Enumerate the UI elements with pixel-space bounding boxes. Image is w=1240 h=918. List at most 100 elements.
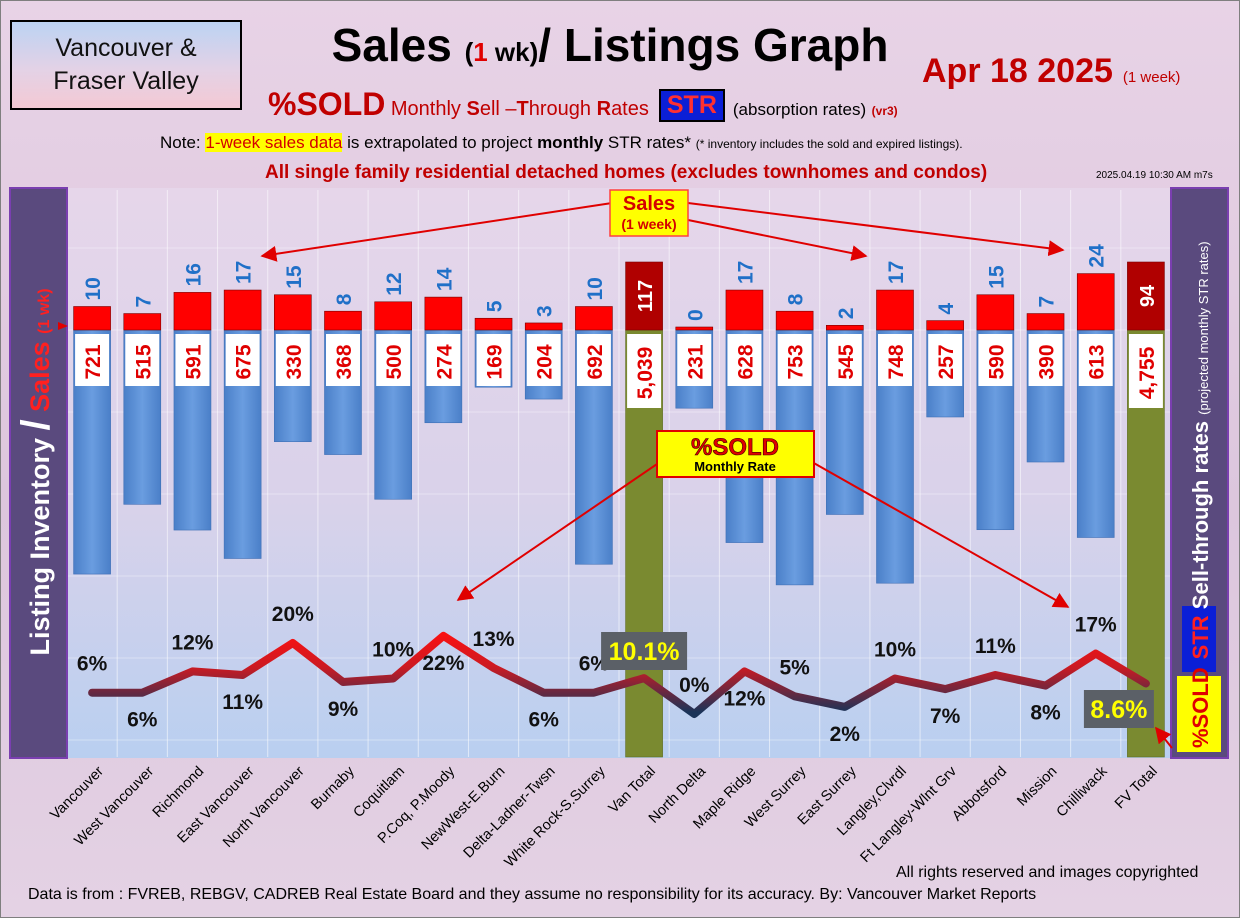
sales-label: 94	[1137, 284, 1159, 307]
subtitle-text: Monthly	[385, 98, 467, 120]
sold-label: 6%	[127, 709, 158, 732]
inventory-label: 590	[985, 344, 1008, 379]
sales-bar	[775, 310, 814, 331]
inventory-label-bg	[978, 334, 1013, 386]
sales-label: 17	[734, 261, 757, 284]
inventory-label: 545	[835, 344, 858, 379]
inventory-label: 257	[935, 344, 958, 379]
category-label: Abbotsford	[949, 764, 1010, 825]
sales-bar	[424, 296, 463, 331]
inventory-label-bg	[627, 334, 662, 408]
sold-annotation-title: %SOLD	[691, 434, 779, 461]
sales-label: 15	[283, 265, 306, 289]
date-note: (1 week)	[1122, 69, 1181, 86]
subtitle-text: R	[596, 98, 612, 120]
sales-label: 7	[1036, 296, 1059, 308]
sales-bar	[976, 294, 1015, 331]
sales-label: 17	[885, 261, 908, 284]
left-axis-panel	[9, 187, 68, 759]
title-one: 1	[473, 37, 488, 67]
sold-label: 12%	[171, 631, 213, 654]
note-bold: monthly	[537, 133, 604, 152]
inventory-label: 628	[734, 344, 757, 379]
inventory-label-bg	[1128, 334, 1163, 408]
date-title: Apr 18 2025 (1 week)	[922, 52, 1180, 91]
subtitle-text: S	[466, 98, 480, 120]
sales-bar	[474, 317, 513, 331]
inventory-label-bg	[476, 334, 511, 386]
sales-bar	[223, 289, 262, 331]
note-small: (* inventory includes the sold and expir…	[695, 137, 963, 151]
region-label: Vancouver & Fraser Valley	[53, 34, 199, 95]
sales-label: 7	[132, 296, 155, 308]
timestamp: 2025.04.19 10:30 AM m7s	[1096, 170, 1213, 181]
sales-annotation-box	[609, 189, 689, 237]
sold-label: 10%	[372, 639, 414, 662]
sales-bar	[1127, 261, 1165, 331]
sold-label: 11%	[222, 691, 263, 714]
sold-label: 0%	[679, 674, 710, 697]
sold-label: 11%	[975, 635, 1016, 658]
sales-bar	[374, 301, 412, 331]
sales-bars	[73, 261, 1165, 331]
inventory-label: 692	[584, 344, 607, 379]
inventory-label-bg	[827, 334, 862, 386]
sold-label: 6%	[529, 709, 560, 732]
sales-annotation-title: Sales	[623, 193, 675, 215]
inventory-label: 748	[885, 344, 908, 379]
inventory-label-bg	[75, 334, 110, 386]
note-highlight: 1-week sales data	[205, 133, 343, 152]
sales-bar	[123, 313, 162, 331]
str-badge: STR	[658, 89, 725, 122]
subtitle: %SOLD Monthly Sell –Through Rates STR (abs…	[268, 86, 898, 123]
sold-line	[88, 631, 1150, 718]
category-label: Mission	[1014, 764, 1060, 810]
sales-labels: 10 7 16 17 15 8 12 14 5 3 10 117 0 17 8 2 17 4 15 7 24 94	[82, 244, 1159, 321]
sales-label: 117	[635, 280, 657, 312]
sales-bar	[1076, 273, 1115, 331]
inventory-label: 169	[484, 344, 507, 379]
inventory-label: 753	[785, 344, 808, 379]
category-label: Delta-Ladner-Twsn	[461, 764, 559, 862]
inventory-label-bg	[326, 334, 360, 386]
inventory-label-bg	[928, 334, 963, 386]
inventory-label-bg	[275, 334, 310, 386]
sold-label: 22%	[422, 652, 464, 675]
sales-label: 10	[584, 277, 607, 300]
inventory-label: 231	[684, 344, 707, 379]
left-axis-label: Listing Inventory / Sales (1 wk)	[14, 288, 58, 655]
sold-label: 12%	[723, 687, 765, 710]
sold-annotation-sub: Monthly Rate	[694, 459, 776, 474]
sold-label: 9%	[328, 698, 359, 721]
sold-total-label: 8.6%	[1090, 696, 1147, 724]
inventory-label: 721	[82, 344, 105, 379]
sales-bar	[625, 261, 663, 331]
subtitle-absorption: (absorption rates)	[732, 100, 867, 119]
category-label: White Rock-S.Surrey	[502, 763, 610, 871]
sales-label: 3	[534, 305, 557, 317]
footer-rights: All rights reserved and images copyright…	[896, 864, 1199, 881]
inventory-label: 515	[132, 344, 155, 379]
sold-label: 10%	[874, 639, 916, 662]
title-part-sales: Sales	[331, 19, 465, 71]
title-wk: wk)	[487, 37, 539, 67]
title-listings-graph: / Listings Graph	[538, 19, 889, 71]
sales-label: 12	[383, 272, 406, 295]
sales-bar	[876, 289, 914, 331]
sold-label: 13%	[473, 628, 515, 651]
sales-arrow	[687, 219, 868, 261]
inventory-label: 613	[1086, 344, 1109, 379]
category-label: Van Total	[606, 764, 659, 817]
sales-bar	[575, 306, 613, 331]
category-label: Ft Langley-Wlnt Grv	[858, 763, 961, 866]
sales-label: 17	[233, 261, 256, 284]
right-axis-label: %SOLDSTR Sell-through rates (projected m…	[1188, 241, 1213, 748]
sold-line-path	[88, 631, 1150, 718]
sales-bar	[274, 294, 312, 331]
sold-annotation: %SOLD Monthly Rate	[456, 430, 1173, 749]
sold-arrow	[811, 461, 1070, 608]
sales-bar	[725, 289, 764, 331]
title-paren-open: (	[464, 37, 474, 67]
sales-bar	[826, 324, 864, 331]
